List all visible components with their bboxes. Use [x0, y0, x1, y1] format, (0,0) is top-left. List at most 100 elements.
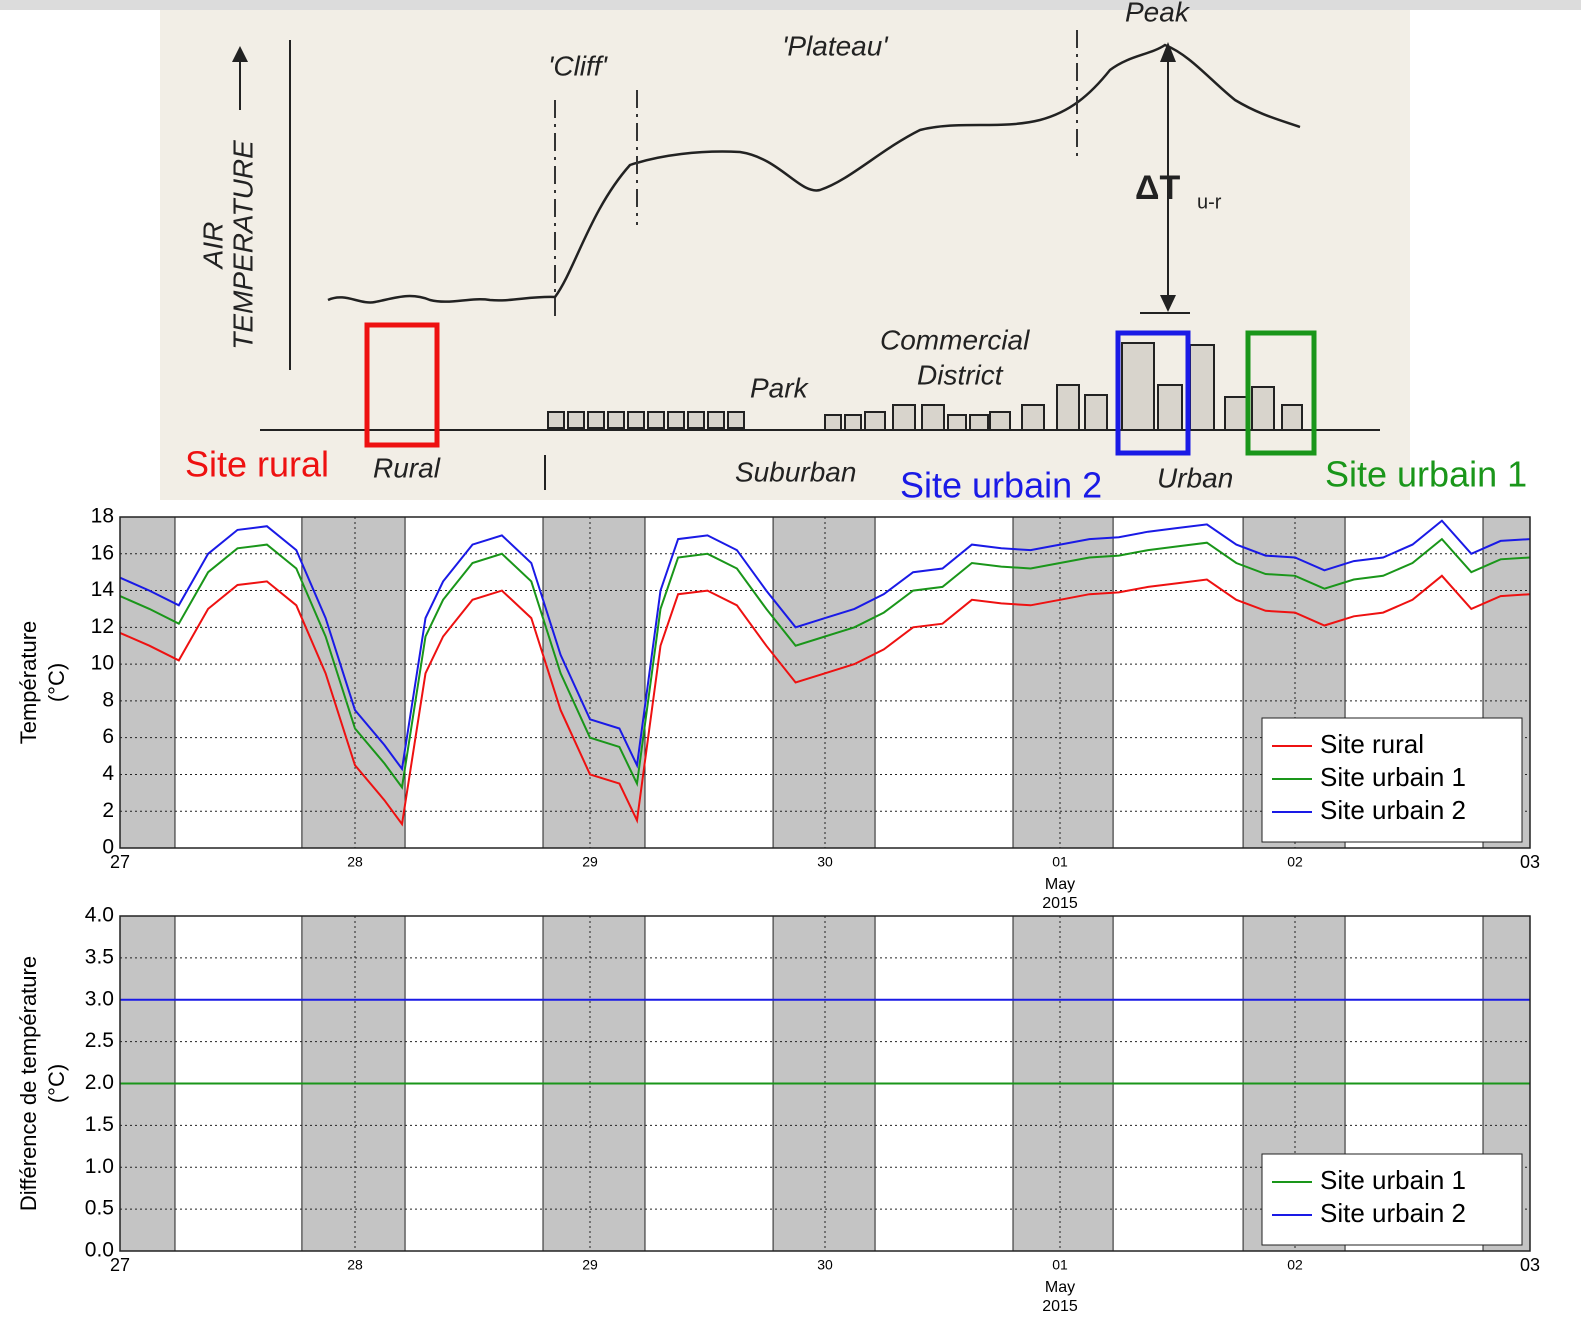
x-tick-label: 30: [817, 1257, 833, 1273]
x-year-label: 2015: [1042, 895, 1078, 912]
site-box: [1245, 330, 1317, 456]
x-tick-label: 01: [1052, 1257, 1068, 1273]
legend-label: Site rural: [1320, 729, 1424, 759]
building: [844, 414, 862, 431]
y-tick-label: 2.5: [85, 1029, 114, 1052]
diagram-label: Urban: [1157, 462, 1233, 493]
building: [989, 411, 1011, 431]
sites: Site rural Site urbain 2 Site urbain 1: [185, 322, 1527, 506]
x-tick-label: 02: [1287, 1257, 1303, 1273]
x-tick-label: 28: [347, 1257, 363, 1273]
x-tick-label: 01: [1052, 854, 1068, 870]
y-axis-label: Température: [16, 621, 41, 745]
y-tick-label: 16: [91, 541, 114, 564]
diagram-label: District: [917, 359, 1004, 390]
buildings: [547, 342, 1303, 431]
y-axis-label: (°C): [44, 663, 69, 702]
building: [587, 411, 605, 429]
x-month-label: May: [1045, 876, 1075, 893]
diagram: AIR TEMPERATURE 'Cliff' 'Plateau' Peak Δ…: [160, 0, 1527, 506]
x-tick-label: 28: [347, 854, 363, 870]
building: [647, 411, 665, 429]
building: [667, 411, 685, 429]
night-span: [772, 516, 876, 849]
night-span: [301, 516, 406, 849]
y-tick-label: 6: [102, 725, 114, 748]
night-span: [1012, 516, 1114, 849]
site-box: [1115, 330, 1191, 456]
building: [1189, 344, 1215, 431]
site-label: Site urbain 1: [1325, 454, 1527, 495]
y-tick-label: 10: [91, 652, 114, 675]
diagram-label: Park: [750, 372, 810, 403]
legend-label: Site urbain 2: [1320, 795, 1466, 825]
x-tick-label: 29: [582, 1257, 598, 1273]
y-tick-label: 4.0: [85, 904, 114, 927]
y-axis-label: Différence de température: [16, 956, 41, 1211]
series-line: [119, 519, 1531, 772]
building: [921, 404, 945, 431]
x-tick-label: 27: [110, 852, 130, 872]
building: [607, 411, 625, 429]
chart: 0.0 0.5 1.0 1.5 2.0 2.5 3.0 3.5 4.0 27 28 29 30 01 May…: [16, 904, 1540, 1316]
heat-curve: [327, 43, 1301, 304]
x-year-label: 2015: [1042, 1298, 1078, 1315]
night-span: [119, 516, 176, 849]
building: [1121, 342, 1155, 431]
legend-label: Site urbain 2: [1320, 1198, 1466, 1228]
y-tick-label: 18: [91, 505, 114, 528]
building: [727, 411, 745, 429]
y-tick-label: 1.0: [85, 1155, 114, 1178]
legend-label: Site urbain 1: [1320, 762, 1466, 792]
x-tick-label: 03: [1520, 852, 1540, 872]
diagram-label: Peak: [1125, 0, 1191, 27]
x-month-label: May: [1045, 1279, 1075, 1296]
building: [892, 404, 916, 431]
y-tick-label: 2: [102, 799, 114, 822]
y-tick-label: 0: [102, 836, 114, 859]
legend-label: Site urbain 1: [1320, 1165, 1466, 1195]
plot-frame: [119, 915, 1531, 1252]
x-tick-label: 30: [817, 854, 833, 870]
y-tick-label: 2.0: [85, 1071, 114, 1094]
top-strip: [0, 0, 1581, 10]
building: [1021, 404, 1045, 431]
diagram-label: u-r: [1197, 191, 1222, 213]
y-tick-label: 4: [102, 762, 114, 785]
building: [1251, 386, 1275, 431]
building: [707, 411, 725, 429]
y-tick-label: 12: [91, 615, 114, 638]
diagram-label: 'Plateau': [782, 30, 889, 61]
building: [969, 414, 989, 431]
axis-label: TEMPERATURE: [227, 140, 258, 350]
site-label: Site urbain 2: [900, 465, 1102, 506]
x-tick-label: 27: [110, 1255, 130, 1275]
building: [1084, 394, 1108, 431]
building: [947, 414, 967, 431]
building: [567, 411, 585, 429]
y-axis-label: (°C): [44, 1064, 69, 1103]
axis-arrowhead: [232, 46, 248, 62]
x-tick-label: 03: [1520, 1255, 1540, 1275]
building: [864, 411, 886, 431]
plot-frame: [119, 516, 1531, 849]
building: [1056, 384, 1080, 431]
building: [547, 411, 565, 429]
y-tick-label: 0.5: [85, 1197, 114, 1220]
diagram-label: Rural: [373, 452, 441, 483]
legend-box: [1261, 1153, 1523, 1246]
y-tick-label: 3.0: [85, 987, 114, 1010]
diagram-label: 'Cliff': [548, 50, 609, 81]
site-label: Site rural: [185, 444, 329, 485]
y-tick-label: 3.5: [85, 945, 114, 968]
building: [1281, 404, 1303, 431]
site-box: [364, 322, 440, 448]
night-span: [542, 516, 646, 849]
building: [687, 411, 705, 429]
diagram-bg: [160, 10, 1410, 500]
diagram-label: Suburban: [735, 456, 856, 487]
y-tick-label: 14: [91, 578, 115, 601]
building: [824, 414, 842, 431]
